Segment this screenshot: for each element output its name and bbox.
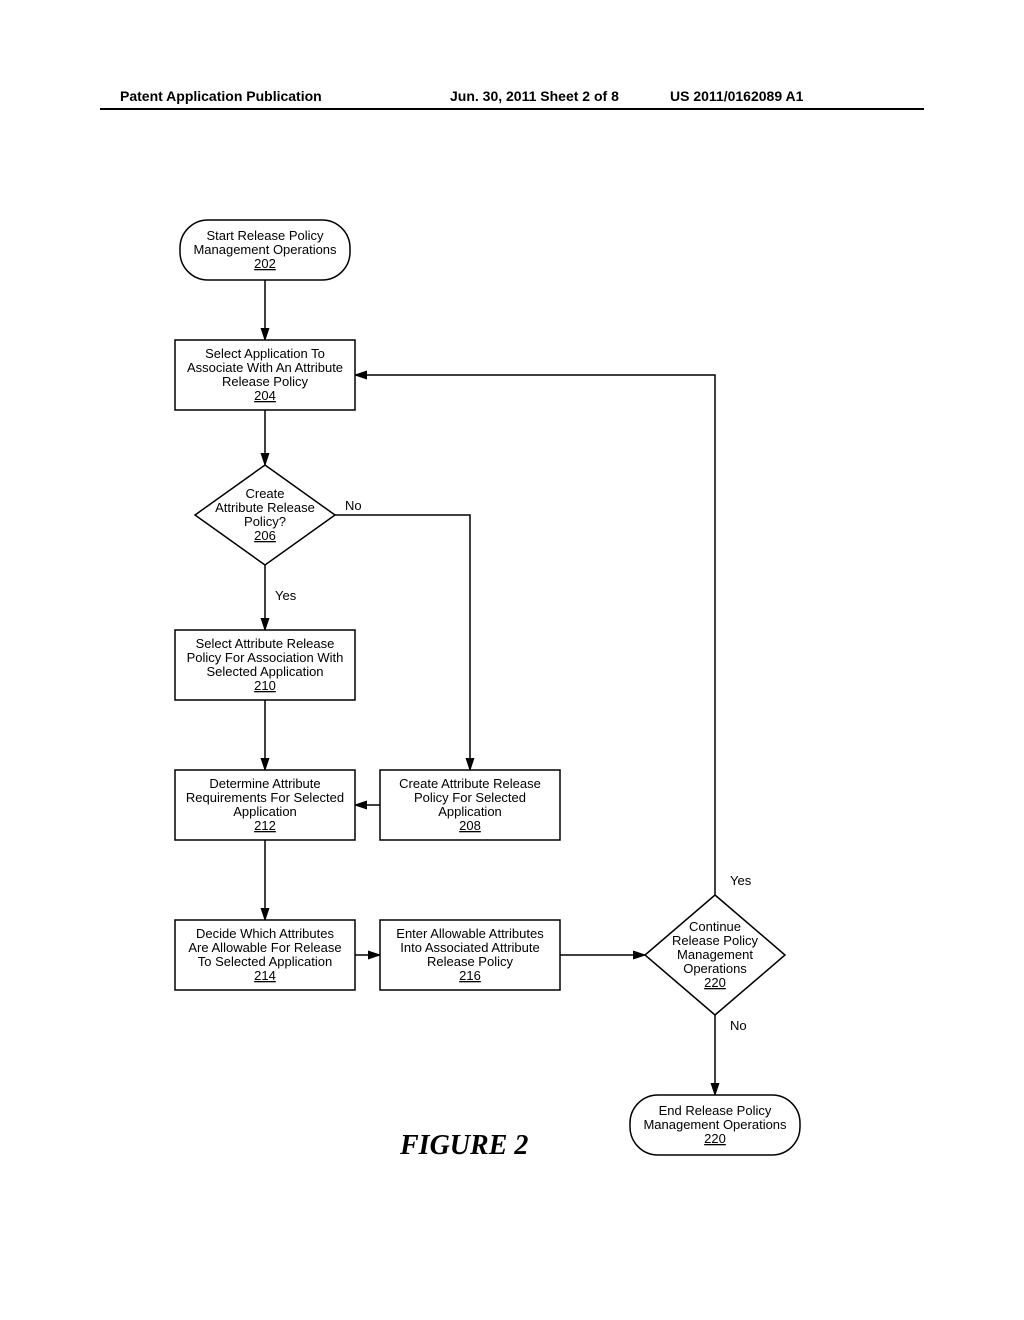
node-text: Release Policy [222, 374, 308, 389]
flowchart-diagram: YesNoYesNoStart Release PolicyManagement… [0, 0, 1024, 1320]
node-text: Decide Which Attributes [196, 926, 335, 941]
node-ref: 214 [254, 968, 276, 983]
node-text: Management [677, 947, 753, 962]
node-text: To Selected Application [198, 954, 332, 969]
node-ref: 204 [254, 388, 276, 403]
node-text: Associate With An Attribute [187, 360, 343, 375]
flow-node-n220b: End Release PolicyManagement Operations2… [630, 1095, 800, 1155]
node-ref: 220 [704, 1131, 726, 1146]
node-text: Policy For Selected [414, 790, 526, 805]
node-ref: 216 [459, 968, 481, 983]
node-text: Into Associated Attribute [400, 940, 539, 955]
node-text: Application [233, 804, 297, 819]
node-text: Requirements For Selected [186, 790, 344, 805]
node-text: Enter Allowable Attributes [396, 926, 544, 941]
node-ref: 206 [254, 528, 276, 543]
flow-node-n216: Enter Allowable AttributesInto Associate… [380, 920, 560, 990]
flow-node-n206: CreateAttribute ReleasePolicy?206 [195, 465, 335, 565]
node-text: Continue [689, 919, 741, 934]
node-text: Are Allowable For Release [188, 940, 341, 955]
node-ref: 220 [704, 975, 726, 990]
flow-node-n202: Start Release PolicyManagement Operation… [180, 220, 350, 280]
node-text: Policy For Association With [187, 650, 344, 665]
flow-node-n208: Create Attribute ReleasePolicy For Selec… [380, 770, 560, 840]
node-text: Attribute Release [215, 500, 315, 515]
flow-node-n214: Decide Which AttributesAre Allowable For… [175, 920, 355, 990]
node-ref: 212 [254, 818, 276, 833]
node-text: Management Operations [643, 1117, 787, 1132]
node-ref: 210 [254, 678, 276, 693]
node-text: Management Operations [193, 242, 337, 257]
edge-label: Yes [730, 873, 752, 888]
flow-node-n212: Determine AttributeRequirements For Sele… [175, 770, 355, 840]
node-text: Create [245, 486, 284, 501]
edge-label: No [345, 498, 362, 513]
node-text: Policy? [244, 514, 286, 529]
figure-caption: FIGURE 2 [400, 1130, 528, 1162]
node-text: Start Release Policy [206, 228, 324, 243]
node-text: Selected Application [206, 664, 323, 679]
node-text: Release Policy [427, 954, 513, 969]
node-ref: 202 [254, 256, 276, 271]
node-text: Select Application To [205, 346, 325, 361]
node-text: End Release Policy [659, 1103, 772, 1118]
node-text: Determine Attribute [209, 776, 320, 791]
edge-label: Yes [275, 588, 297, 603]
node-text: Operations [683, 961, 747, 976]
node-text: Application [438, 804, 502, 819]
node-text: Select Attribute Release [196, 636, 335, 651]
flow-node-n220: ContinueRelease PolicyManagementOperatio… [645, 895, 785, 1015]
node-text: Create Attribute Release [399, 776, 541, 791]
node-ref: 208 [459, 818, 481, 833]
node-text: Release Policy [672, 933, 758, 948]
flow-node-n210: Select Attribute ReleasePolicy For Assoc… [175, 630, 355, 700]
edge-label: No [730, 1018, 747, 1033]
flow-node-n204: Select Application ToAssociate With An A… [175, 340, 355, 410]
